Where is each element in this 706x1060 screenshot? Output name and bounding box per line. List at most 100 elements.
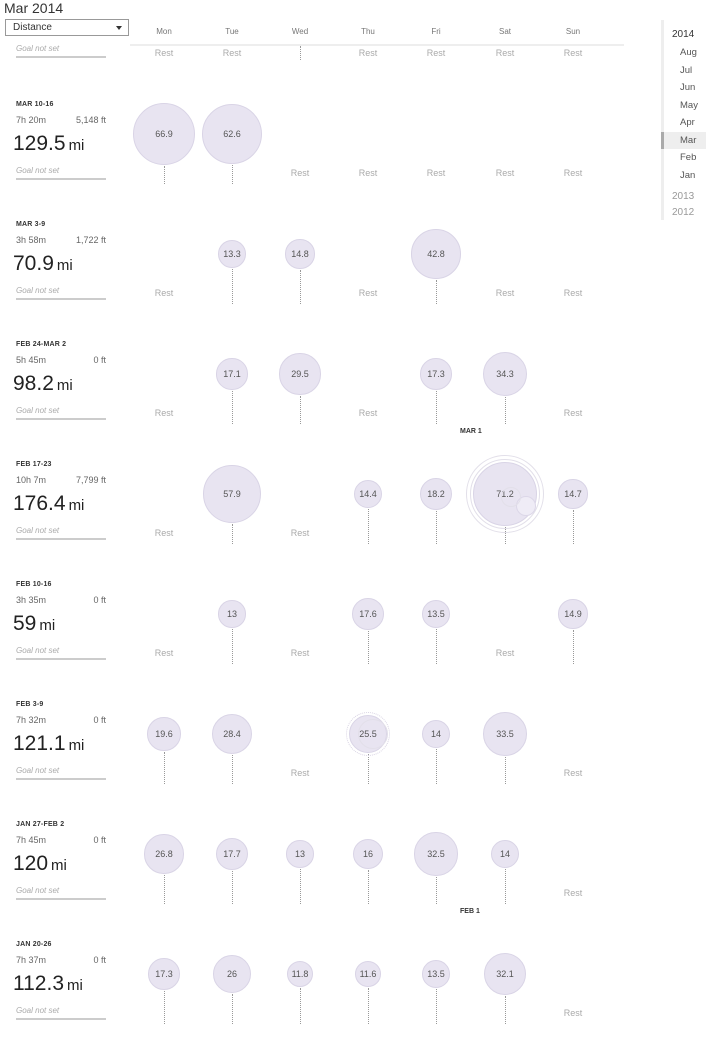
week-row: MAR 10-16 7h 20m 5,148 ft 129.5 mi Goal not s… xyxy=(0,100,640,220)
activity-bubble[interactable]: 42.8 xyxy=(411,229,461,279)
activity-bubble[interactable]: 26 xyxy=(212,954,252,994)
day-stem xyxy=(436,511,437,544)
activity-bubble[interactable]: 32.1 xyxy=(483,952,527,996)
week-moving-time: 7h 32m xyxy=(16,715,47,725)
activity-bubble[interactable]: 13 xyxy=(218,600,246,628)
activity-bubble[interactable]: 19.6 xyxy=(147,717,181,751)
timeline-month-apr[interactable]: Apr xyxy=(680,117,695,128)
activity-bubble[interactable]: 13.5 xyxy=(422,960,450,988)
day-stem xyxy=(505,397,506,424)
week-title[interactable]: FEB 24-MAR 2 xyxy=(16,341,67,348)
activity-bubble[interactable]: 62.6 xyxy=(201,103,262,164)
day-stem xyxy=(232,165,233,184)
timeline-month-aug[interactable]: Aug xyxy=(680,47,697,58)
week-total-distance: 112.3 mi xyxy=(13,972,83,996)
day-stem xyxy=(300,395,301,424)
rest-label: Rest xyxy=(563,768,583,778)
timeline-month-jan[interactable]: Jan xyxy=(680,169,696,181)
week-title[interactable]: FEB 17-23 xyxy=(16,461,52,468)
week-total-distance: 59 mi xyxy=(13,612,55,636)
activity-bubble[interactable]: 11.6 xyxy=(355,961,381,987)
week-title[interactable]: FEB 3-9 xyxy=(16,701,44,708)
goal-not-set-link[interactable]: Goal not set xyxy=(16,44,106,58)
activity-bubble[interactable]: 14.9 xyxy=(558,599,588,629)
week-title[interactable]: MAR 10-16 xyxy=(16,101,54,108)
day-stem xyxy=(436,876,437,904)
goal-not-set-link[interactable]: Goal not set xyxy=(16,406,106,420)
activity-bubble[interactable]: 28.4 xyxy=(211,713,253,755)
activity-bubble[interactable]: 29.5 xyxy=(279,353,321,395)
rest-label: Rest xyxy=(495,168,515,178)
activity-bubble[interactable]: 57.9 xyxy=(203,465,261,523)
activity-bubble[interactable]: 17.3 xyxy=(420,358,452,390)
activity-bubble[interactable]: 32.5 xyxy=(414,832,458,876)
week-distance-unit: mi xyxy=(39,617,56,634)
activity-bubble[interactable]: 26.8 xyxy=(144,834,184,874)
rest-label: Rest xyxy=(358,48,378,58)
timeline-month-jun[interactable]: Jun xyxy=(680,82,696,93)
activity-sub-bubble[interactable] xyxy=(516,496,536,516)
day-stem xyxy=(436,988,437,1024)
day-stem xyxy=(505,869,506,904)
week-title[interactable]: JAN 27-FEB 2 xyxy=(16,821,65,828)
activity-bubble[interactable]: 34.3 xyxy=(482,351,528,397)
day-stem xyxy=(300,868,301,904)
week-elevation: 0 ft xyxy=(93,835,106,845)
timeline-month-may[interactable]: May xyxy=(680,99,698,111)
day-stem xyxy=(300,46,301,60)
activity-ring xyxy=(345,711,391,757)
activity-bubble[interactable]: 13 xyxy=(286,840,314,868)
week-distance-value: 98.2 xyxy=(13,372,54,395)
day-label-thu: Thu xyxy=(361,27,375,36)
goal-not-set-link[interactable]: Goal not set xyxy=(16,166,106,180)
week-moving-time: 7h 20m xyxy=(16,115,47,125)
goal-not-set-link[interactable]: Goal not set xyxy=(16,1006,106,1020)
week-total-distance: 121.1 mi xyxy=(13,732,84,756)
activity-bubble[interactable]: 17.1 xyxy=(216,358,248,390)
activity-bubble[interactable]: 13.3 xyxy=(218,240,246,268)
timeline-year-2013[interactable]: 2013 xyxy=(672,191,695,202)
day-stem xyxy=(368,987,369,1024)
goal-not-set-link[interactable]: Goal not set xyxy=(16,646,106,660)
goal-not-set-link[interactable]: Goal not set xyxy=(16,286,106,300)
activity-bubble[interactable]: 14.7 xyxy=(558,479,588,509)
activity-bubble[interactable]: 17.6 xyxy=(352,598,384,630)
timeline-month-mar[interactable]: Mar xyxy=(680,134,697,146)
timeline-year-2012[interactable]: 2012 xyxy=(672,207,695,218)
day-label-fri: Fri xyxy=(431,27,441,36)
activity-bubble[interactable]: 13.5 xyxy=(422,600,450,628)
activity-bubble[interactable]: 17.7 xyxy=(216,838,248,870)
rest-label: Rest xyxy=(358,288,378,298)
week-title[interactable]: JAN 20-26 xyxy=(16,941,52,948)
goal-not-set-link[interactable]: Goal not set xyxy=(16,526,106,540)
week-elevation: 0 ft xyxy=(93,355,106,365)
metric-select[interactable]: Distance xyxy=(5,19,129,36)
timeline-month-jul[interactable]: Jul xyxy=(680,64,693,76)
week-title[interactable]: MAR 3-9 xyxy=(16,221,46,228)
rest-label: Rest xyxy=(358,408,378,418)
activity-bubble[interactable]: 11.8 xyxy=(286,960,314,988)
activity-bubble[interactable]: 18.2 xyxy=(419,477,453,511)
rest-label: Rest xyxy=(154,408,174,418)
activity-bubble[interactable]: 14 xyxy=(421,719,451,749)
activity-bubble[interactable]: 16 xyxy=(352,838,384,870)
page-title: Mar 2014 xyxy=(4,0,64,16)
activity-bubble[interactable]: 14.8 xyxy=(285,239,315,269)
activity-sub-ring xyxy=(501,487,521,507)
day-label-sun: Sun xyxy=(565,27,581,36)
activity-bubble[interactable]: 14.4 xyxy=(353,479,383,509)
rest-label: Rest xyxy=(563,168,583,178)
activity-bubble[interactable]: 17.3 xyxy=(148,958,180,990)
activity-bubble[interactable]: 66.9 xyxy=(132,102,195,165)
timeline-year-2014[interactable]: 2014 xyxy=(672,29,695,40)
activity-bubble[interactable]: 33.5 xyxy=(483,712,527,756)
week-moving-time: 7h 45m xyxy=(16,835,47,845)
goal-not-set-link[interactable]: Goal not set xyxy=(16,886,106,900)
day-stem xyxy=(232,523,233,544)
timeline-month-feb[interactable]: Feb xyxy=(680,152,697,163)
week-title[interactable]: FEB 10-16 xyxy=(16,581,52,588)
activity-sub-ring xyxy=(358,718,389,750)
day-stem xyxy=(164,874,165,904)
goal-not-set-link[interactable]: Goal not set xyxy=(16,766,106,780)
activity-bubble[interactable]: 14 xyxy=(490,839,520,869)
